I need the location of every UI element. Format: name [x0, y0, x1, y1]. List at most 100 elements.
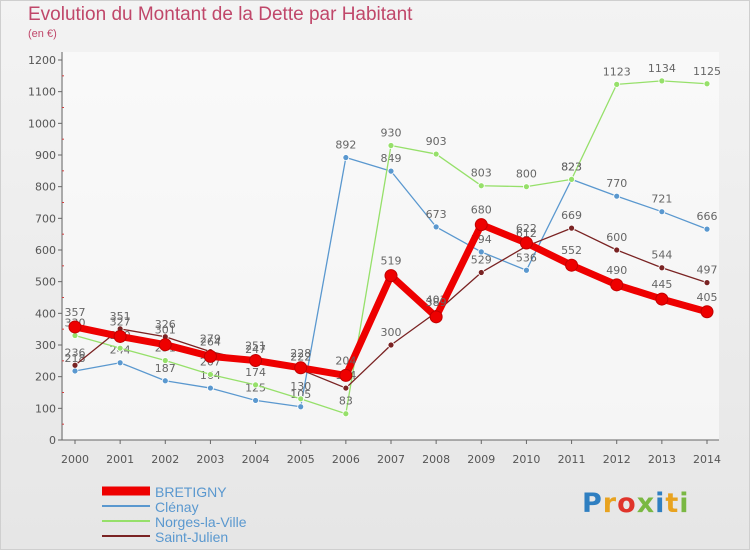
x-tick-label: 2002 [151, 453, 179, 466]
data-label: 823 [561, 160, 582, 173]
data-label: 903 [426, 135, 447, 148]
y-tick-label: 1200 [28, 54, 56, 67]
y-tick-label: 600 [35, 244, 56, 257]
data-point [613, 246, 621, 254]
data-point [523, 266, 530, 274]
data-point [252, 397, 259, 404]
data-label: 174 [245, 366, 266, 379]
data-point [384, 269, 398, 283]
data-point [432, 150, 440, 158]
y-tick-label: 700 [35, 212, 56, 225]
data-point [342, 384, 350, 392]
data-point [339, 368, 353, 382]
data-label: 204 [335, 354, 356, 367]
data-point [568, 175, 575, 183]
y-tick-label: 800 [35, 181, 56, 194]
data-label: 600 [606, 231, 627, 244]
data-point [297, 403, 305, 411]
x-tick-label: 2013 [648, 453, 676, 466]
data-point [342, 154, 350, 161]
logo-letter: o [617, 488, 637, 519]
data-label: 622 [516, 222, 537, 235]
data-label: 544 [651, 249, 672, 262]
data-label: 236 [65, 346, 86, 359]
data-label: 300 [381, 326, 402, 339]
data-label: 222 [290, 351, 311, 364]
data-label: 251 [245, 340, 266, 353]
data-point [474, 218, 488, 232]
data-label: 930 [381, 127, 402, 140]
data-label: 529 [471, 253, 492, 266]
legend-label: BRETIGNY [155, 484, 227, 500]
data-point [700, 305, 714, 319]
data-label: 389 [426, 296, 447, 309]
data-label: 405 [697, 291, 718, 304]
data-label: 552 [561, 244, 582, 257]
data-point [703, 279, 711, 287]
x-tick-label: 2007 [377, 453, 405, 466]
data-point [613, 192, 621, 200]
data-point [655, 292, 669, 306]
x-tick-label: 2012 [603, 453, 631, 466]
plot-area [63, 52, 719, 440]
data-label: 612 [516, 227, 537, 240]
data-point [342, 410, 350, 418]
y-tick-label: 0 [49, 434, 56, 447]
x-tick-label: 2003 [196, 453, 224, 466]
data-label: 327 [110, 315, 131, 328]
data-point [703, 225, 711, 233]
data-point [207, 384, 214, 392]
data-label: 357 [65, 306, 86, 319]
data-label: 823 [561, 160, 582, 173]
data-point [519, 236, 533, 250]
data-point [116, 359, 124, 367]
data-point [113, 329, 127, 343]
data-point [610, 278, 624, 292]
logo-letter: i [655, 488, 666, 519]
data-label: 680 [471, 204, 492, 217]
logo-letter: r [602, 488, 618, 519]
data-label: 770 [606, 177, 627, 190]
data-label: 803 [471, 167, 492, 180]
data-point [387, 167, 395, 175]
x-tick-label: 2009 [467, 453, 495, 466]
x-tick-label: 2014 [693, 453, 721, 466]
data-point [477, 182, 485, 190]
data-label: 445 [651, 278, 672, 291]
logo-letter: x [636, 488, 656, 519]
y-tick-label: 300 [35, 339, 56, 352]
data-point [161, 377, 169, 385]
y-tick-label: 400 [35, 307, 56, 320]
x-tick-label: 2000 [61, 453, 89, 466]
data-point [116, 344, 124, 352]
y-tick-label: 100 [35, 402, 56, 415]
y-tick-label: 900 [35, 149, 56, 162]
x-tick-label: 2001 [106, 453, 134, 466]
data-label: 497 [697, 264, 718, 277]
data-point [658, 208, 666, 216]
data-point [432, 223, 440, 231]
legend-label: Clénay [155, 499, 199, 515]
data-label: 666 [697, 210, 718, 223]
data-label: 1125 [693, 65, 721, 78]
data-point [249, 354, 263, 368]
data-point [158, 338, 172, 352]
chart-subtitle: (en €) [28, 28, 57, 40]
x-tick-label: 2005 [287, 453, 315, 466]
data-point [387, 341, 395, 349]
data-label: 279 [200, 333, 221, 346]
data-point [71, 361, 79, 369]
data-point [658, 264, 666, 272]
data-point [565, 258, 579, 272]
data-label: 264 [200, 335, 221, 348]
data-label: 326 [155, 318, 176, 331]
data-point [297, 395, 305, 403]
data-point [477, 248, 485, 256]
chart-title: Evolution du Montant de la Dette par Hab… [28, 4, 413, 25]
logo-letter: P [582, 488, 603, 519]
data-label: 83 [339, 395, 353, 408]
y-tick-label: 200 [35, 371, 56, 384]
data-point [252, 381, 259, 389]
data-label: 301 [155, 324, 176, 337]
data-point [658, 77, 666, 85]
